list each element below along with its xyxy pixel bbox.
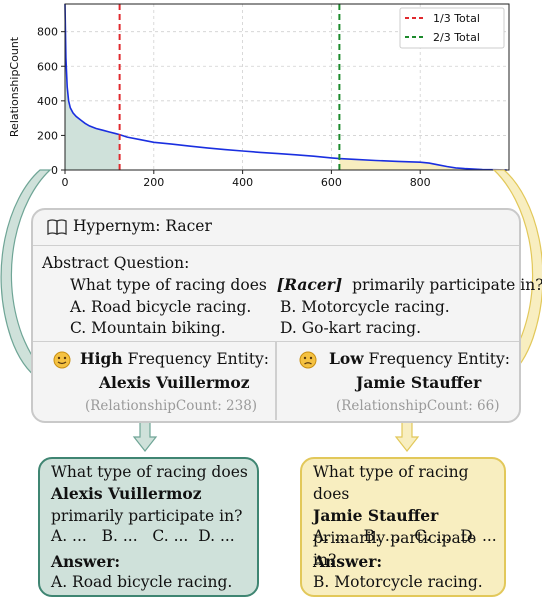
low-answer-q-start: What type of racing does xyxy=(313,463,469,503)
hypernym-row: Hypernym: Racer xyxy=(33,210,519,246)
option-a: A. Road bicycle racing. xyxy=(70,298,252,316)
low-label-strong: Low xyxy=(329,349,364,368)
slightly-frowning-face-icon xyxy=(299,351,317,369)
chart-threshold-lines xyxy=(118,4,341,170)
question-text: What type of racing does [Racer] primari… xyxy=(70,275,542,294)
high-relationship-count: (RelationshipCount: 238) xyxy=(85,398,258,414)
entity-divider xyxy=(275,342,277,420)
low-answer-entity: Jamie Stauffer xyxy=(313,506,439,525)
y-axis-label: RelationshipCount xyxy=(8,36,21,137)
yellow-down-arrow xyxy=(394,420,420,452)
abstract-question: Abstract Question: What type of racing d… xyxy=(33,246,542,342)
high-frequency-label: High Frequency Entity: xyxy=(80,349,269,368)
abstract-question-panel: Hypernym: Racer Abstract Question: What … xyxy=(31,208,542,423)
high-answer-q-end: primarily participate in? xyxy=(51,507,243,525)
high-label-strong: High xyxy=(80,349,123,368)
low-answer-question: What type of racing does Jamie Stauffer … xyxy=(313,461,504,571)
low-relationship-count: (RelationshipCount: 66) xyxy=(336,398,500,414)
x-tick-label: 600 xyxy=(321,176,342,189)
x-tick-label: 200 xyxy=(143,176,164,189)
question-title: Abstract Question: xyxy=(42,254,190,272)
teal-down-arrow xyxy=(132,420,158,452)
high-answer-q-start: What type of racing does xyxy=(51,463,248,481)
high-answer-label: Answer: xyxy=(51,552,121,571)
x-tick-label: 0 xyxy=(62,176,69,189)
hypernym-label: Hypernym: Racer xyxy=(73,217,212,235)
option-d: D. Go-kart racing. xyxy=(280,319,421,337)
book-icon xyxy=(47,219,67,235)
high-answer-options: A. ... B. ... C. ... D. ... xyxy=(51,527,235,545)
relationship-count-curve xyxy=(64,3,507,171)
low-frequency-answer-card: What type of racing does Jamie Stauffer … xyxy=(300,457,506,597)
smiling-face-icon xyxy=(53,351,71,369)
high-answer-value: A. Road bicycle racing. xyxy=(51,573,233,591)
chart-series xyxy=(64,3,507,171)
option-c: C. Mountain biking. xyxy=(70,319,226,337)
y-tick-label: 0 xyxy=(51,164,58,177)
high-frequency-answer-card: What type of racing does Alexis Vuillerm… xyxy=(38,457,259,597)
low-entity-name: Jamie Stauffer xyxy=(356,373,482,392)
low-frequency-label: Low Frequency Entity: xyxy=(329,349,510,368)
legend-label-1: 1/3 Total xyxy=(433,12,480,25)
low-answer-q-end: primarily participate in? xyxy=(313,529,477,569)
high-answer-question: What type of racing does Alexis Vuillerm… xyxy=(51,461,257,527)
area-fill-region xyxy=(65,4,120,170)
low-answer-label: Answer: xyxy=(313,552,383,571)
y-tick-label: 600 xyxy=(37,60,58,73)
low-label-rest: Frequency Entity: xyxy=(368,350,510,368)
x-tick-label: 400 xyxy=(232,176,253,189)
relationship-count-chart: 0 200 400 600 800 0 200 400 600 800 Relationship… xyxy=(8,3,510,189)
x-tick-label: 800 xyxy=(410,176,431,189)
low-answer-value: B. Motorcycle racing. xyxy=(313,573,483,591)
low-answer-options: A. ... B. ... C. ... D. ... xyxy=(313,527,497,545)
high-entity-name: Alexis Vuillermoz xyxy=(99,373,250,392)
plot-frame xyxy=(64,3,510,171)
high-label-rest: Frequency Entity: xyxy=(127,350,270,368)
question-entity-placeholder: [Racer] xyxy=(276,275,343,294)
question-prefix: What type of racing does xyxy=(70,276,267,294)
question-suffix: primarily participate in? xyxy=(352,276,542,294)
y-tick-label: 200 xyxy=(37,129,58,142)
y-tick-label: 800 xyxy=(37,26,58,39)
legend-label-2: 2/3 Total xyxy=(433,31,480,44)
chart-legend: 1/3 Total 2/3 Total xyxy=(399,7,505,49)
high-answer-entity: Alexis Vuillermoz xyxy=(51,484,202,503)
y-axis-ticks: 0 200 400 600 800 xyxy=(37,26,65,177)
x-axis-ticks: 0 200 400 600 800 xyxy=(62,170,431,189)
option-b: B. Motorcycle racing. xyxy=(280,298,450,316)
y-tick-label: 400 xyxy=(37,95,58,108)
